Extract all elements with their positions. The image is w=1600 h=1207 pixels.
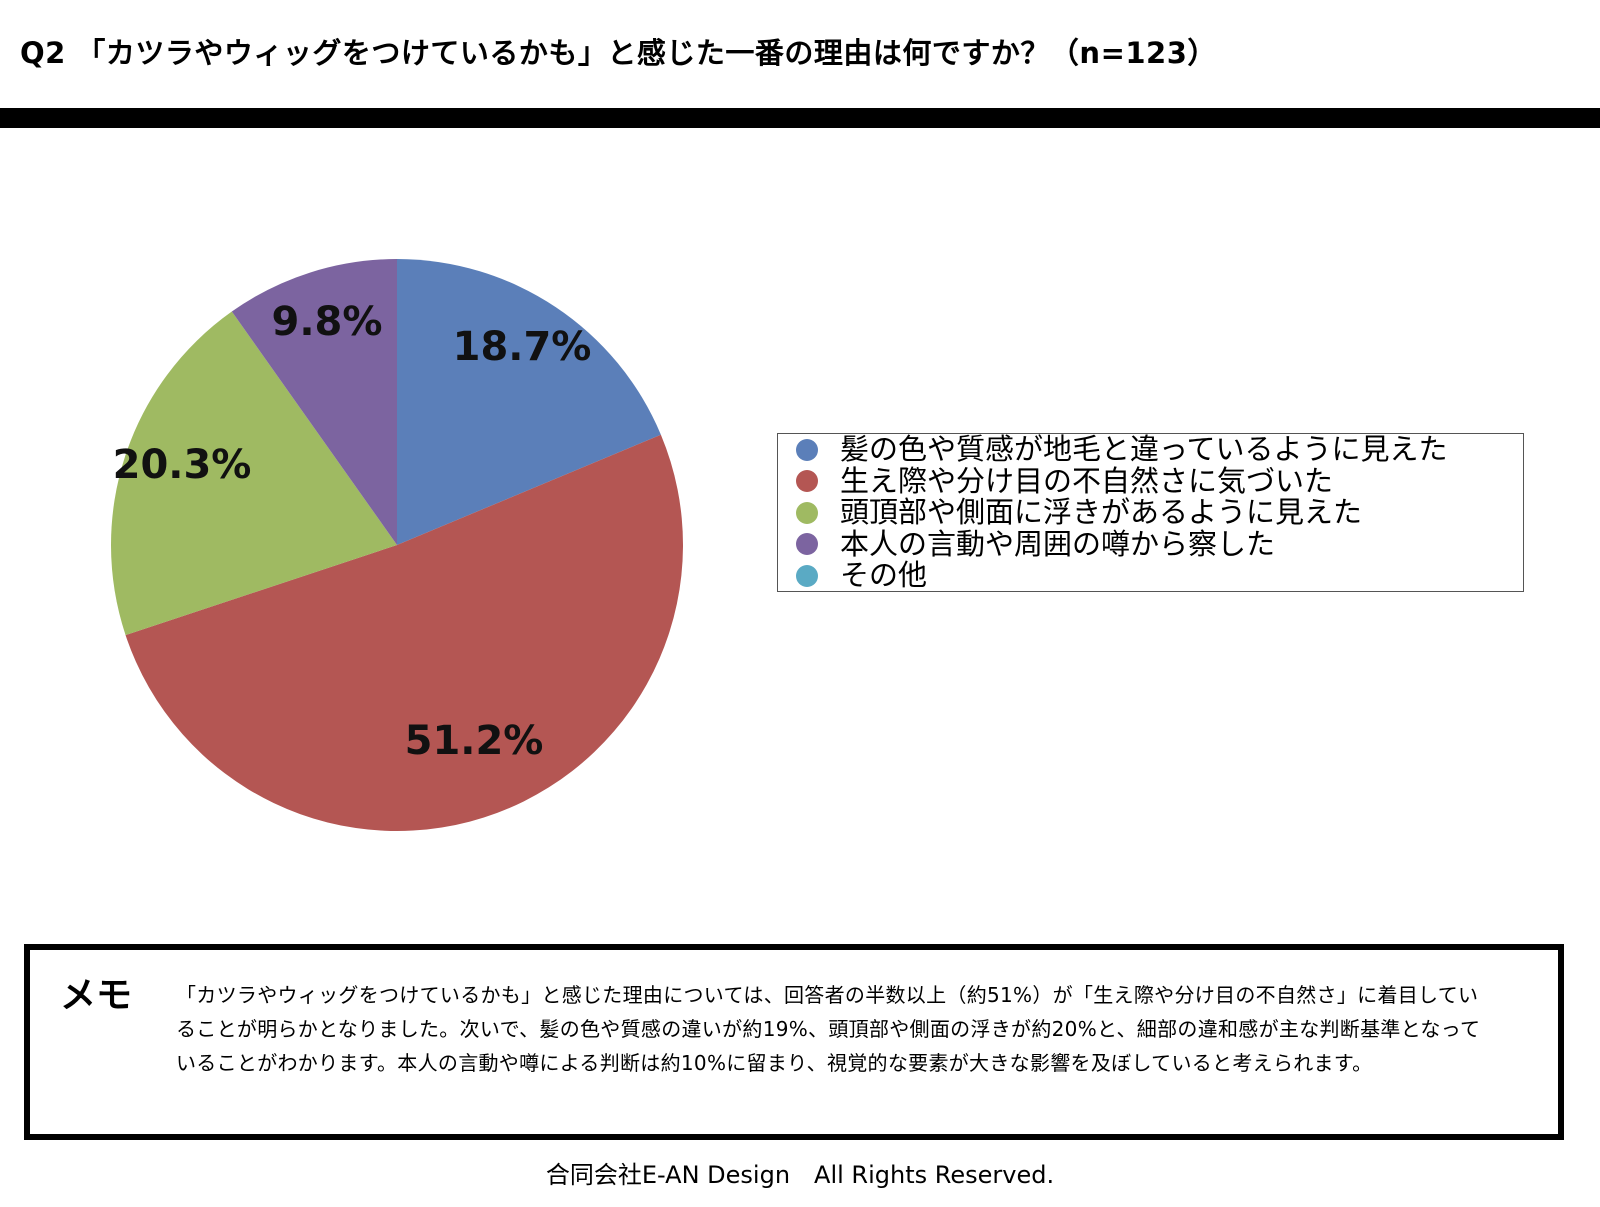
pie-slice-3 (231, 259, 397, 545)
footer-copyright: 合同会社E-AN Design All Rights Reserved. (545, 1161, 1055, 1189)
title-divider (0, 108, 1600, 128)
legend-marker (796, 470, 818, 493)
pie-slice-1 (125, 434, 684, 832)
page-title: Q2 「カツラやウィッグをつけているかも」と感じた一番の理由は何ですか？（n=1… (20, 36, 1217, 70)
legend-label: 髪の色や質感が地毛と違っているように見えた (840, 432, 1448, 467)
legend-marker (796, 564, 818, 587)
pie-data-label-1: 51.2% (405, 718, 544, 764)
legend-item: その他 (796, 560, 1523, 592)
pie-slice-2 (110, 311, 397, 636)
legend-label: 生え際や分け目の不自然さに気づいた (840, 463, 1334, 498)
pie-data-label-3: 9.8% (272, 299, 383, 345)
legend-item: 頭頂部や側面に浮きがあるように見えた (796, 497, 1523, 529)
legend-label: その他 (840, 558, 928, 593)
chart-legend: 髪の色や質感が地毛と違っているように見えた 生え際や分け目の不自然さに気づいた 頭頂… (777, 433, 1524, 592)
memo-box: メモ 「カツラやウィッグをつけているかも」と感じた理由については、回答者の半数以… (24, 944, 1564, 1140)
legend-label: 頭頂部や側面に浮きがあるように見えた (840, 495, 1363, 530)
pie-slice-0 (397, 259, 661, 545)
legend-label: 本人の言動や周囲の噂から察した (840, 526, 1276, 561)
legend-marker (796, 533, 818, 556)
memo-title: メモ (60, 975, 133, 1016)
pie-data-label-0: 18.7% (453, 324, 592, 370)
legend-item: 本人の言動や周囲の噂から察した (796, 526, 1523, 561)
pie-chart: 18.7% 51.2% 20.3% 9.8% (110, 259, 684, 832)
legend-marker (796, 501, 818, 524)
memo-text: 「カツラやウィッグをつけているかも」と感じた理由については、回答者の半数以上（約… (176, 983, 1481, 1075)
legend-item: 髪の色や質感が地毛と違っているように見えた (796, 434, 1523, 466)
legend-marker (796, 438, 818, 461)
legend-item: 生え際や分け目の不自然さに気づいた (796, 463, 1523, 498)
pie-data-label-2: 20.3% (113, 442, 252, 488)
